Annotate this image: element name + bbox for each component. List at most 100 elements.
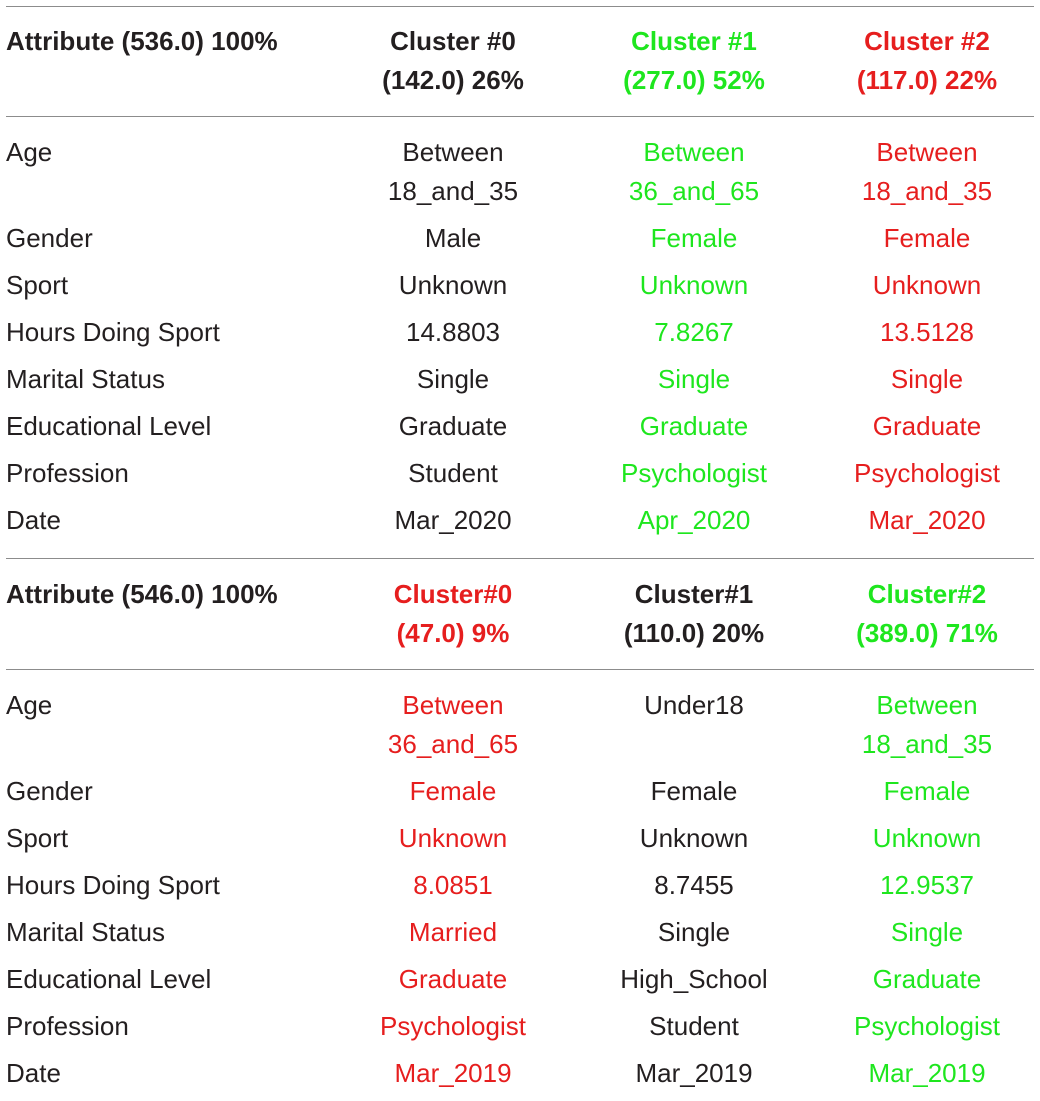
cluster-0-value: Psychologist xyxy=(338,1007,568,1054)
value-line: 18_and_35 xyxy=(861,176,993,206)
cluster-count: (142.0) 26% xyxy=(382,65,524,95)
value-line: 7.8267 xyxy=(654,317,734,347)
attribute-header-text: Attribute (546.0) 100% xyxy=(6,579,278,609)
value-line: 36_and_65 xyxy=(628,176,760,206)
cluster-1-value: Unknown xyxy=(568,266,820,313)
cluster-name: Cluster#1 xyxy=(634,579,754,609)
cluster-0-value: 14.8803 xyxy=(338,313,568,360)
value-line: 14.8803 xyxy=(406,317,500,347)
value-line: Graduate xyxy=(872,964,982,994)
cluster-1-value: Single xyxy=(568,360,820,407)
value-line: Between xyxy=(643,137,745,167)
attribute-label: Educational Level xyxy=(6,411,212,441)
cluster-name: Cluster #2 xyxy=(864,26,990,56)
cluster-1-value: High_School xyxy=(568,960,820,1007)
cluster-2-value: Single xyxy=(820,913,1034,960)
attribute-label: Hours Doing Sport xyxy=(6,317,220,347)
attribute-label: Age xyxy=(6,137,53,167)
cluster-name: Cluster#0 xyxy=(393,579,513,609)
cluster-1-value: Female xyxy=(568,772,820,819)
cluster-1-value: 8.7455 xyxy=(568,866,820,913)
cluster-2-value: Female xyxy=(820,219,1034,266)
value-line: Psychologist xyxy=(854,458,1000,488)
cluster-2-value: Unknown xyxy=(820,266,1034,313)
cluster-1-value: Student xyxy=(568,1007,820,1054)
value-line: Female xyxy=(883,776,971,806)
table-row: Profession Psychologist Student Psychologis… xyxy=(6,1007,1034,1054)
cluster-0-value: Male xyxy=(338,219,568,266)
cluster-0-value: Graduate xyxy=(338,960,568,1007)
attribute-label: Age xyxy=(6,690,53,720)
value-line: Single xyxy=(657,364,731,394)
value-line: Mar_2019 xyxy=(394,1058,512,1088)
value-line: Under18 xyxy=(644,690,744,720)
table-row: Educational Level Graduate Graduate Graduat… xyxy=(6,407,1034,454)
value-line: Mar_2020 xyxy=(394,505,512,535)
table-b-cluster-0-header: Cluster#0 (47.0) 9% xyxy=(338,575,568,653)
value-line: Student xyxy=(408,458,498,488)
cluster-table-b-body: Age Between 36_and_65 Under18 Between 18_and_… xyxy=(6,686,1034,1101)
value-line: Unknown xyxy=(639,823,749,853)
cluster-count: (110.0) 20% xyxy=(623,618,765,648)
value-line: Mar_2020 xyxy=(868,505,986,535)
value-line: 12.9537 xyxy=(880,870,974,900)
value-line: Between xyxy=(876,137,978,167)
attribute-label: Gender xyxy=(6,776,93,806)
table-b-header-row: Attribute (546.0) 100% Cluster#0 (47.0) … xyxy=(6,575,1034,653)
value-line: Between xyxy=(402,690,504,720)
table-row: Marital Status Married Single Single xyxy=(6,913,1034,960)
value-line: Mar_2019 xyxy=(868,1058,986,1088)
cluster-1-value: Apr_2020 xyxy=(568,501,820,548)
cluster-1-value: Single xyxy=(568,913,820,960)
cluster-2-value: Unknown xyxy=(820,819,1034,866)
cluster-1-value: Graduate xyxy=(568,407,820,454)
attribute-label: Profession xyxy=(6,1011,129,1041)
cluster-2-value: Graduate xyxy=(820,960,1034,1007)
value-line: Student xyxy=(649,1011,739,1041)
value-line: Female xyxy=(650,776,738,806)
cluster-2-value: Psychologist xyxy=(820,1007,1034,1054)
cluster-table-b: Attribute (546.0) 100% Cluster#0 (47.0) … xyxy=(6,575,1034,653)
cluster-0-value: 8.0851 xyxy=(338,866,568,913)
value-line: High_School xyxy=(620,964,768,994)
cluster-name: Cluster #1 xyxy=(631,26,757,56)
cluster-1-value: Female xyxy=(568,219,820,266)
attribute-label: Hours Doing Sport xyxy=(6,870,220,900)
value-line: Graduate xyxy=(398,411,508,441)
attribute-label: Date xyxy=(6,1058,61,1088)
cluster-count: (117.0) 22% xyxy=(856,65,998,95)
cluster-2-value: Between 18_and_35 xyxy=(820,686,1034,772)
table-row: Marital Status Single Single Single xyxy=(6,360,1034,407)
table-row: Age Between 18_and_35 Between 36_and_65 Betwe… xyxy=(6,133,1034,219)
table-a-header-rule xyxy=(6,116,1034,117)
value-line: Male xyxy=(424,223,482,253)
cluster-2-value: Graduate xyxy=(820,407,1034,454)
cluster-2-value: Between 18_and_35 xyxy=(820,133,1034,219)
attribute-label: Marital Status xyxy=(6,917,165,947)
table-row: Date Mar_2019 Mar_2019 Mar_2019 xyxy=(6,1054,1034,1101)
attribute-label: Profession xyxy=(6,458,129,488)
table-a-cluster-0-header: Cluster #0 (142.0) 26% xyxy=(338,22,568,100)
cluster-0-value: Mar_2019 xyxy=(338,1054,568,1101)
table-row: Educational Level Graduate High_School Grad… xyxy=(6,960,1034,1007)
value-line: 36_and_65 xyxy=(387,729,519,759)
value-line: 8.0851 xyxy=(413,870,493,900)
value-line: Graduate xyxy=(872,411,982,441)
cluster-2-value: Single xyxy=(820,360,1034,407)
cluster-1-value: Psychologist xyxy=(568,454,820,501)
value-line: Mar_2019 xyxy=(635,1058,753,1088)
value-line: Unknown xyxy=(872,823,982,853)
value-line: Between xyxy=(402,137,504,167)
cluster-0-value: Student xyxy=(338,454,568,501)
table-row: Profession Student Psychologist Psychologis… xyxy=(6,454,1034,501)
attribute-label: Educational Level xyxy=(6,964,212,994)
value-line: Unknown xyxy=(639,270,749,300)
attribute-label: Gender xyxy=(6,223,93,253)
table-row: Sport Unknown Unknown Unknown xyxy=(6,819,1034,866)
attribute-label: Sport xyxy=(6,270,69,300)
table-a-cluster-2-header: Cluster #2 (117.0) 22% xyxy=(820,22,1034,100)
attribute-label: Marital Status xyxy=(6,364,165,394)
cluster-0-value: Between 18_and_35 xyxy=(338,133,568,219)
cluster-0-value: Unknown xyxy=(338,266,568,313)
